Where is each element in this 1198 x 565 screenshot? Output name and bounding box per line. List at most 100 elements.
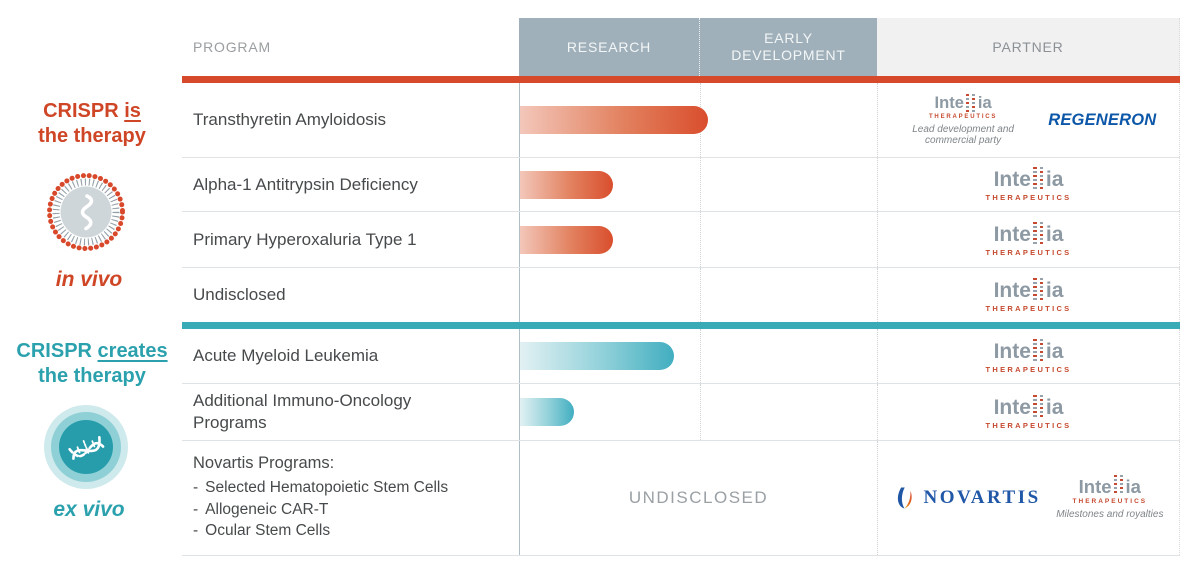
ex-vivo-heading-verb: creates [97,340,168,362]
intellia-logo: Inte ia THERAPEUTICS [1073,475,1148,505]
bullet-marker: - [193,479,199,497]
intellia-subtext: THERAPEUTICS [928,113,998,120]
novartis-logo: NOVARTIS [894,486,1041,510]
ex-vivo-heading-line2: the therapy [38,365,146,387]
stage-cell [519,212,700,267]
intellia-wordmark: Inte ia [993,277,1064,302]
ex-vivo-heading-word: CRISPR [16,340,98,362]
intellia-gel-icon [1033,167,1044,190]
header-research: RESEARCH [519,18,700,76]
intellia-subtext: THERAPEUTICS [985,364,1072,374]
intellia-word-start: Inte [993,395,1031,419]
intellia-gel-icon [1033,222,1044,245]
in-vivo-heading-word: CRISPR [43,100,125,122]
intellia-gel-icon [966,93,976,112]
early-dev-cell [700,83,877,157]
header-early-development: EARLY DEVELOPMENT [700,18,877,76]
intellia-wordmark: Inte ia [993,394,1064,419]
progress-bar [520,106,708,134]
stage-cell [519,329,700,383]
table-row: Acute Myeloid Leukemia Inte ia THERAPEUT… [182,329,1180,384]
program-label-block: Novartis Programs: - Selected Hematopoiet… [182,441,519,555]
intellia-wordmark: Inte ia [993,338,1064,363]
table-row: Transthyretin Amyloidosis Inte ia THERAP… [182,83,1180,158]
intellia-word-start: Inte [993,168,1031,192]
intellia-gel-icon [1033,338,1044,362]
in-vivo-section-divider [182,76,1180,83]
partner-cell: Inte ia THERAPEUTICS [877,158,1180,211]
program-label: Novartis Programs: [193,454,335,473]
intellia-word-start: Inte [1078,475,1112,497]
partner-cell: Inte ia THERAPEUTICS Lead development an… [877,83,1180,157]
intellia-word-start: Inte [993,278,1031,302]
intellia-word-start: Inte [993,339,1031,363]
regeneron-logo: REGENERON [1048,110,1157,129]
intellia-wordmark: Inte ia [993,167,1064,192]
lipid-nanoparticle-icon [47,173,125,251]
table-row: Alpha-1 Antitrypsin Deficiency Inte ia T… [182,158,1180,212]
intellia-wordmark: Inte ia [993,222,1064,247]
table-row: Novartis Programs: - Selected Hematopoiet… [182,441,1180,556]
intellia-logo: Inte ia THERAPEUTICS [985,338,1072,374]
bullet-text: Ocular Stem Cells [205,522,331,540]
intellia-wordmark: Inte ia [934,93,992,112]
intellia-word-end: ia [1125,475,1141,497]
intellia-gel-icon [1114,475,1124,496]
intellia-logo: Inte ia THERAPEUTICS [985,277,1072,313]
intellia-word-end: ia [1045,168,1064,192]
intellia-word-end: ia [1045,278,1064,302]
program-label: Additional Immuno-Oncology Programs [193,391,412,432]
in-vivo-label: in vivo [55,268,123,291]
ex-vivo-section-divider [182,322,1180,329]
table-row: Primary Hyperoxaluria Type 1 Inte ia THE… [182,212,1180,268]
intellia-logo: Inte ia THERAPEUTICS [986,167,1072,202]
partner-cell: Inte ia THERAPEUTICS [877,329,1180,383]
partner-caption: Lead development and commercial party [912,123,1014,147]
stage-cell [519,83,708,157]
intellia-subtext: THERAPEUTICS [985,193,1072,202]
partner-cell: NOVARTIS Inte ia THERAPEUTICS Milestones… [877,441,1180,555]
in-vivo-heading-line2: the therapy [38,125,146,147]
program-label: Transthyretin Amyloidosis [193,110,387,129]
intellia-wordmark: Inte ia [1078,475,1141,497]
in-vivo-heading-verb: is [124,100,141,122]
intellia-word-start: Inte [934,93,964,112]
pipeline-table: PROGRAM RESEARCH EARLY DEVELOPMENT PARTN… [182,18,1180,556]
intellia-word-end: ia [1045,395,1064,419]
intellia-word-end: ia [1045,223,1064,247]
intellia-word-end: ia [1045,339,1064,363]
intellia-gel-icon [1033,394,1044,418]
intellia-word-start: Inte [993,223,1031,247]
novartis-wordmark: NOVARTIS [923,487,1041,508]
bullet-text: Selected Hematopoietic Stem Cells [205,479,449,497]
header-partner: PARTNER [877,18,1180,76]
early-dev-cell [700,384,877,440]
bullet-text: Allogeneic CAR-T [205,500,329,518]
progress-bar [520,170,613,199]
partner-caption: Milestones and royalties [1056,509,1164,521]
novartis-flame-icon [897,487,912,509]
table-header: PROGRAM RESEARCH EARLY DEVELOPMENT PARTN… [182,18,1180,76]
partner-cell: Inte ia THERAPEUTICS [877,268,1180,322]
progress-bar [520,342,674,370]
intellia-gel-icon [1033,277,1044,301]
intellia-logo: Inte ia THERAPEUTICS [928,93,998,120]
program-label: Alpha-1 Antitrypsin Deficiency [193,174,418,194]
header-program: PROGRAM [193,39,271,55]
intellia-logo-block: Inte ia THERAPEUTICS Milestones and roya… [1056,475,1163,521]
program-label: Primary Hyperoxaluria Type 1 [193,229,417,249]
program-bullet: - Selected Hematopoietic Stem Cells [193,477,519,499]
stage-cell [519,384,700,440]
program-label: Acute Myeloid Leukemia [193,346,379,365]
intellia-logo: Inte ia THERAPEUTICS [986,394,1072,430]
progress-bar [520,398,574,426]
intellia-subtext: THERAPEUTICS [985,303,1072,313]
intellia-subtext: THERAPEUTICS [1072,498,1148,506]
bullet-marker: - [193,522,199,540]
stage-cell [519,268,700,322]
intellia-word-end: ia [977,93,992,112]
ex-vivo-heading: CRISPR creates the therapy [0,339,184,389]
in-vivo-heading: CRISPR is the therapy [0,99,184,149]
undisclosed-stage-cell: UNDISCLOSED [519,441,877,555]
